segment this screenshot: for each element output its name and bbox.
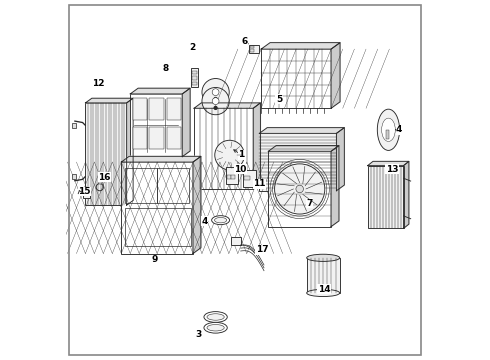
Bar xyxy=(226,167,238,184)
Text: 7: 7 xyxy=(306,199,313,208)
Text: 2: 2 xyxy=(189,43,195,52)
Polygon shape xyxy=(331,145,339,226)
Circle shape xyxy=(212,89,219,95)
Ellipse shape xyxy=(204,322,227,333)
Polygon shape xyxy=(259,128,344,134)
Bar xyxy=(243,170,256,187)
Bar xyxy=(167,98,181,120)
Bar xyxy=(122,162,193,253)
Circle shape xyxy=(274,164,325,214)
Ellipse shape xyxy=(307,289,340,297)
Bar xyxy=(192,82,196,85)
Circle shape xyxy=(215,140,245,170)
Ellipse shape xyxy=(215,217,227,223)
Bar xyxy=(149,98,164,120)
Polygon shape xyxy=(261,42,340,49)
Text: 14: 14 xyxy=(318,285,330,294)
Ellipse shape xyxy=(204,312,227,322)
Bar xyxy=(130,94,182,157)
Bar xyxy=(368,166,403,228)
Bar xyxy=(157,168,190,203)
Polygon shape xyxy=(337,128,344,191)
Polygon shape xyxy=(368,161,409,166)
Ellipse shape xyxy=(212,216,230,225)
Polygon shape xyxy=(130,88,190,94)
Bar xyxy=(191,68,197,87)
Bar xyxy=(125,168,157,203)
Text: 4: 4 xyxy=(396,125,402,134)
Polygon shape xyxy=(126,98,133,205)
Ellipse shape xyxy=(207,324,224,331)
Text: 9: 9 xyxy=(151,255,158,264)
Circle shape xyxy=(214,98,217,100)
Circle shape xyxy=(214,107,217,109)
Circle shape xyxy=(212,98,219,104)
Text: 4: 4 xyxy=(202,217,208,226)
Bar xyxy=(192,71,196,74)
Text: 1: 1 xyxy=(238,150,245,159)
Text: 10: 10 xyxy=(235,165,247,174)
Ellipse shape xyxy=(382,118,395,141)
Bar xyxy=(133,98,147,120)
Polygon shape xyxy=(122,156,201,162)
Text: 16: 16 xyxy=(98,173,111,182)
Polygon shape xyxy=(269,145,339,151)
Text: 5: 5 xyxy=(276,95,282,104)
Bar xyxy=(250,49,254,51)
Ellipse shape xyxy=(207,314,224,320)
Bar xyxy=(261,49,331,108)
Bar xyxy=(231,237,241,245)
Bar xyxy=(149,127,164,149)
Bar xyxy=(98,181,101,184)
Bar xyxy=(250,45,254,48)
Bar xyxy=(269,151,331,226)
Text: 15: 15 xyxy=(78,187,91,196)
Polygon shape xyxy=(182,88,190,157)
Bar xyxy=(192,76,196,80)
Circle shape xyxy=(296,185,303,193)
Ellipse shape xyxy=(307,254,340,261)
Bar xyxy=(72,174,76,179)
Polygon shape xyxy=(194,103,260,108)
Bar xyxy=(194,108,253,189)
Polygon shape xyxy=(85,98,133,103)
Bar xyxy=(83,187,90,198)
Bar xyxy=(307,258,340,293)
Polygon shape xyxy=(403,161,409,228)
Polygon shape xyxy=(253,103,260,189)
Polygon shape xyxy=(193,156,201,253)
Bar xyxy=(227,175,231,179)
Circle shape xyxy=(202,78,229,106)
Bar xyxy=(259,134,337,191)
Bar xyxy=(85,103,126,205)
Text: 17: 17 xyxy=(256,246,269,255)
Circle shape xyxy=(202,87,229,115)
Text: 13: 13 xyxy=(386,165,398,174)
Text: 11: 11 xyxy=(253,179,266,188)
Text: 8: 8 xyxy=(162,64,169,73)
Polygon shape xyxy=(331,42,340,108)
Bar xyxy=(125,208,191,246)
Text: 6: 6 xyxy=(241,37,247,46)
Bar xyxy=(133,127,147,149)
Bar xyxy=(386,130,389,139)
Text: 3: 3 xyxy=(195,330,201,339)
Ellipse shape xyxy=(377,109,399,150)
Text: 12: 12 xyxy=(93,79,105,88)
Bar xyxy=(72,122,76,128)
Bar xyxy=(231,175,235,179)
Bar xyxy=(248,45,259,53)
Bar xyxy=(167,127,181,149)
Bar xyxy=(245,176,250,180)
